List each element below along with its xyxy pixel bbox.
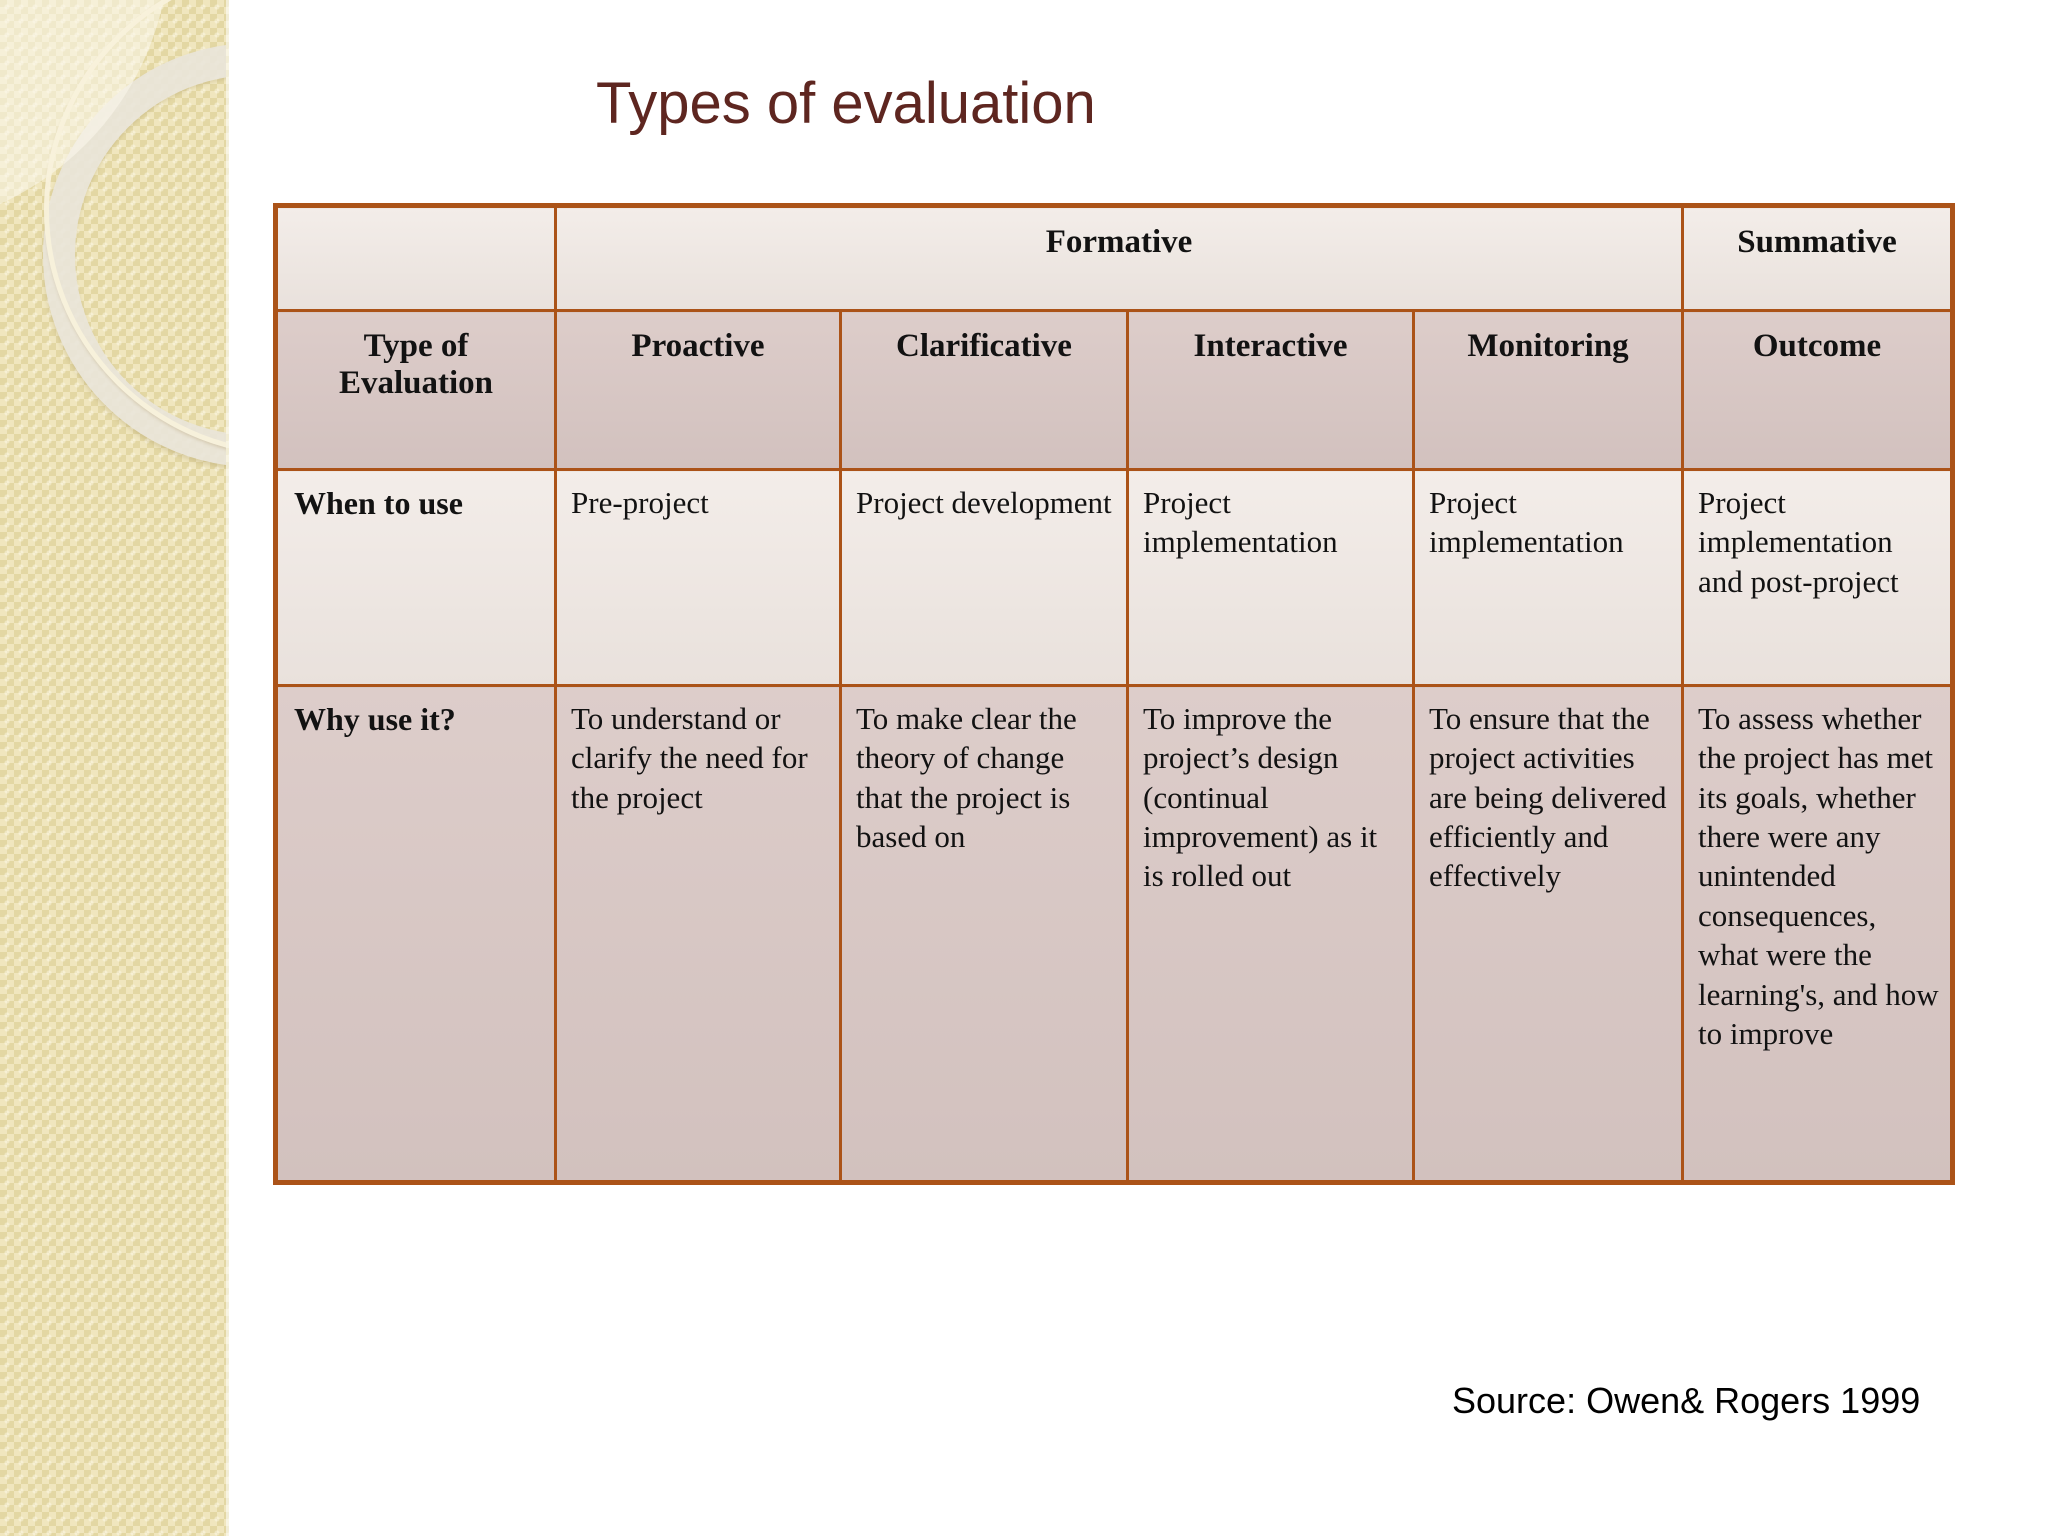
cell-why-clarificative: To make clear the theory of change that … [839,684,1129,1184]
source-attribution: Source: Owen& Rogers 1999 [1452,1380,1921,1421]
proactive-header: Proactive [554,309,842,471]
type-of-evaluation-header: Type of Evaluation [274,309,557,471]
cell-why-outcome: To assess whether the project has met it… [1681,684,1955,1184]
cell-why-proactive: To understand or clarify the need for th… [554,684,842,1184]
why-use-it-row: Why use it? To understand or clarify the… [274,684,1955,1184]
group-header-row: Formative Summative [274,204,1955,312]
cell-why-monitoring: To ensure that the project activities ar… [1411,684,1685,1184]
outcome-header: Outcome [1681,309,1955,471]
decorative-sidebar [0,0,229,1536]
clarificative-header: Clarificative [839,309,1129,471]
cell-when-monitoring: Project implementation [1411,468,1685,687]
when-to-use-row: When to use Pre-project Project developm… [274,468,1955,687]
cell-why-interactive: To improve the project’s design (continu… [1126,684,1415,1184]
column-header-row: Type of Evaluation Proactive Clarificati… [274,309,1955,471]
when-to-use-label: When to use [274,468,557,687]
cell-when-proactive: Pre-project [554,468,842,687]
formative-group-header: Formative [553,204,1685,312]
summative-group-header: Summative [1681,204,1955,312]
monitoring-header: Monitoring [1411,309,1685,471]
interactive-header: Interactive [1126,309,1415,471]
why-use-it-label: Why use it? [274,684,557,1184]
evaluation-types-table: Formative Summative Type of Evaluation P… [273,203,1956,1185]
cell-when-clarificative: Project development [839,468,1129,687]
cell-when-interactive: Project implementation [1126,468,1415,687]
blank-corner-cell [274,204,557,312]
cell-when-outcome: Project implementation and post-project [1681,468,1955,687]
page-title: Types of evaluation [596,71,1096,136]
